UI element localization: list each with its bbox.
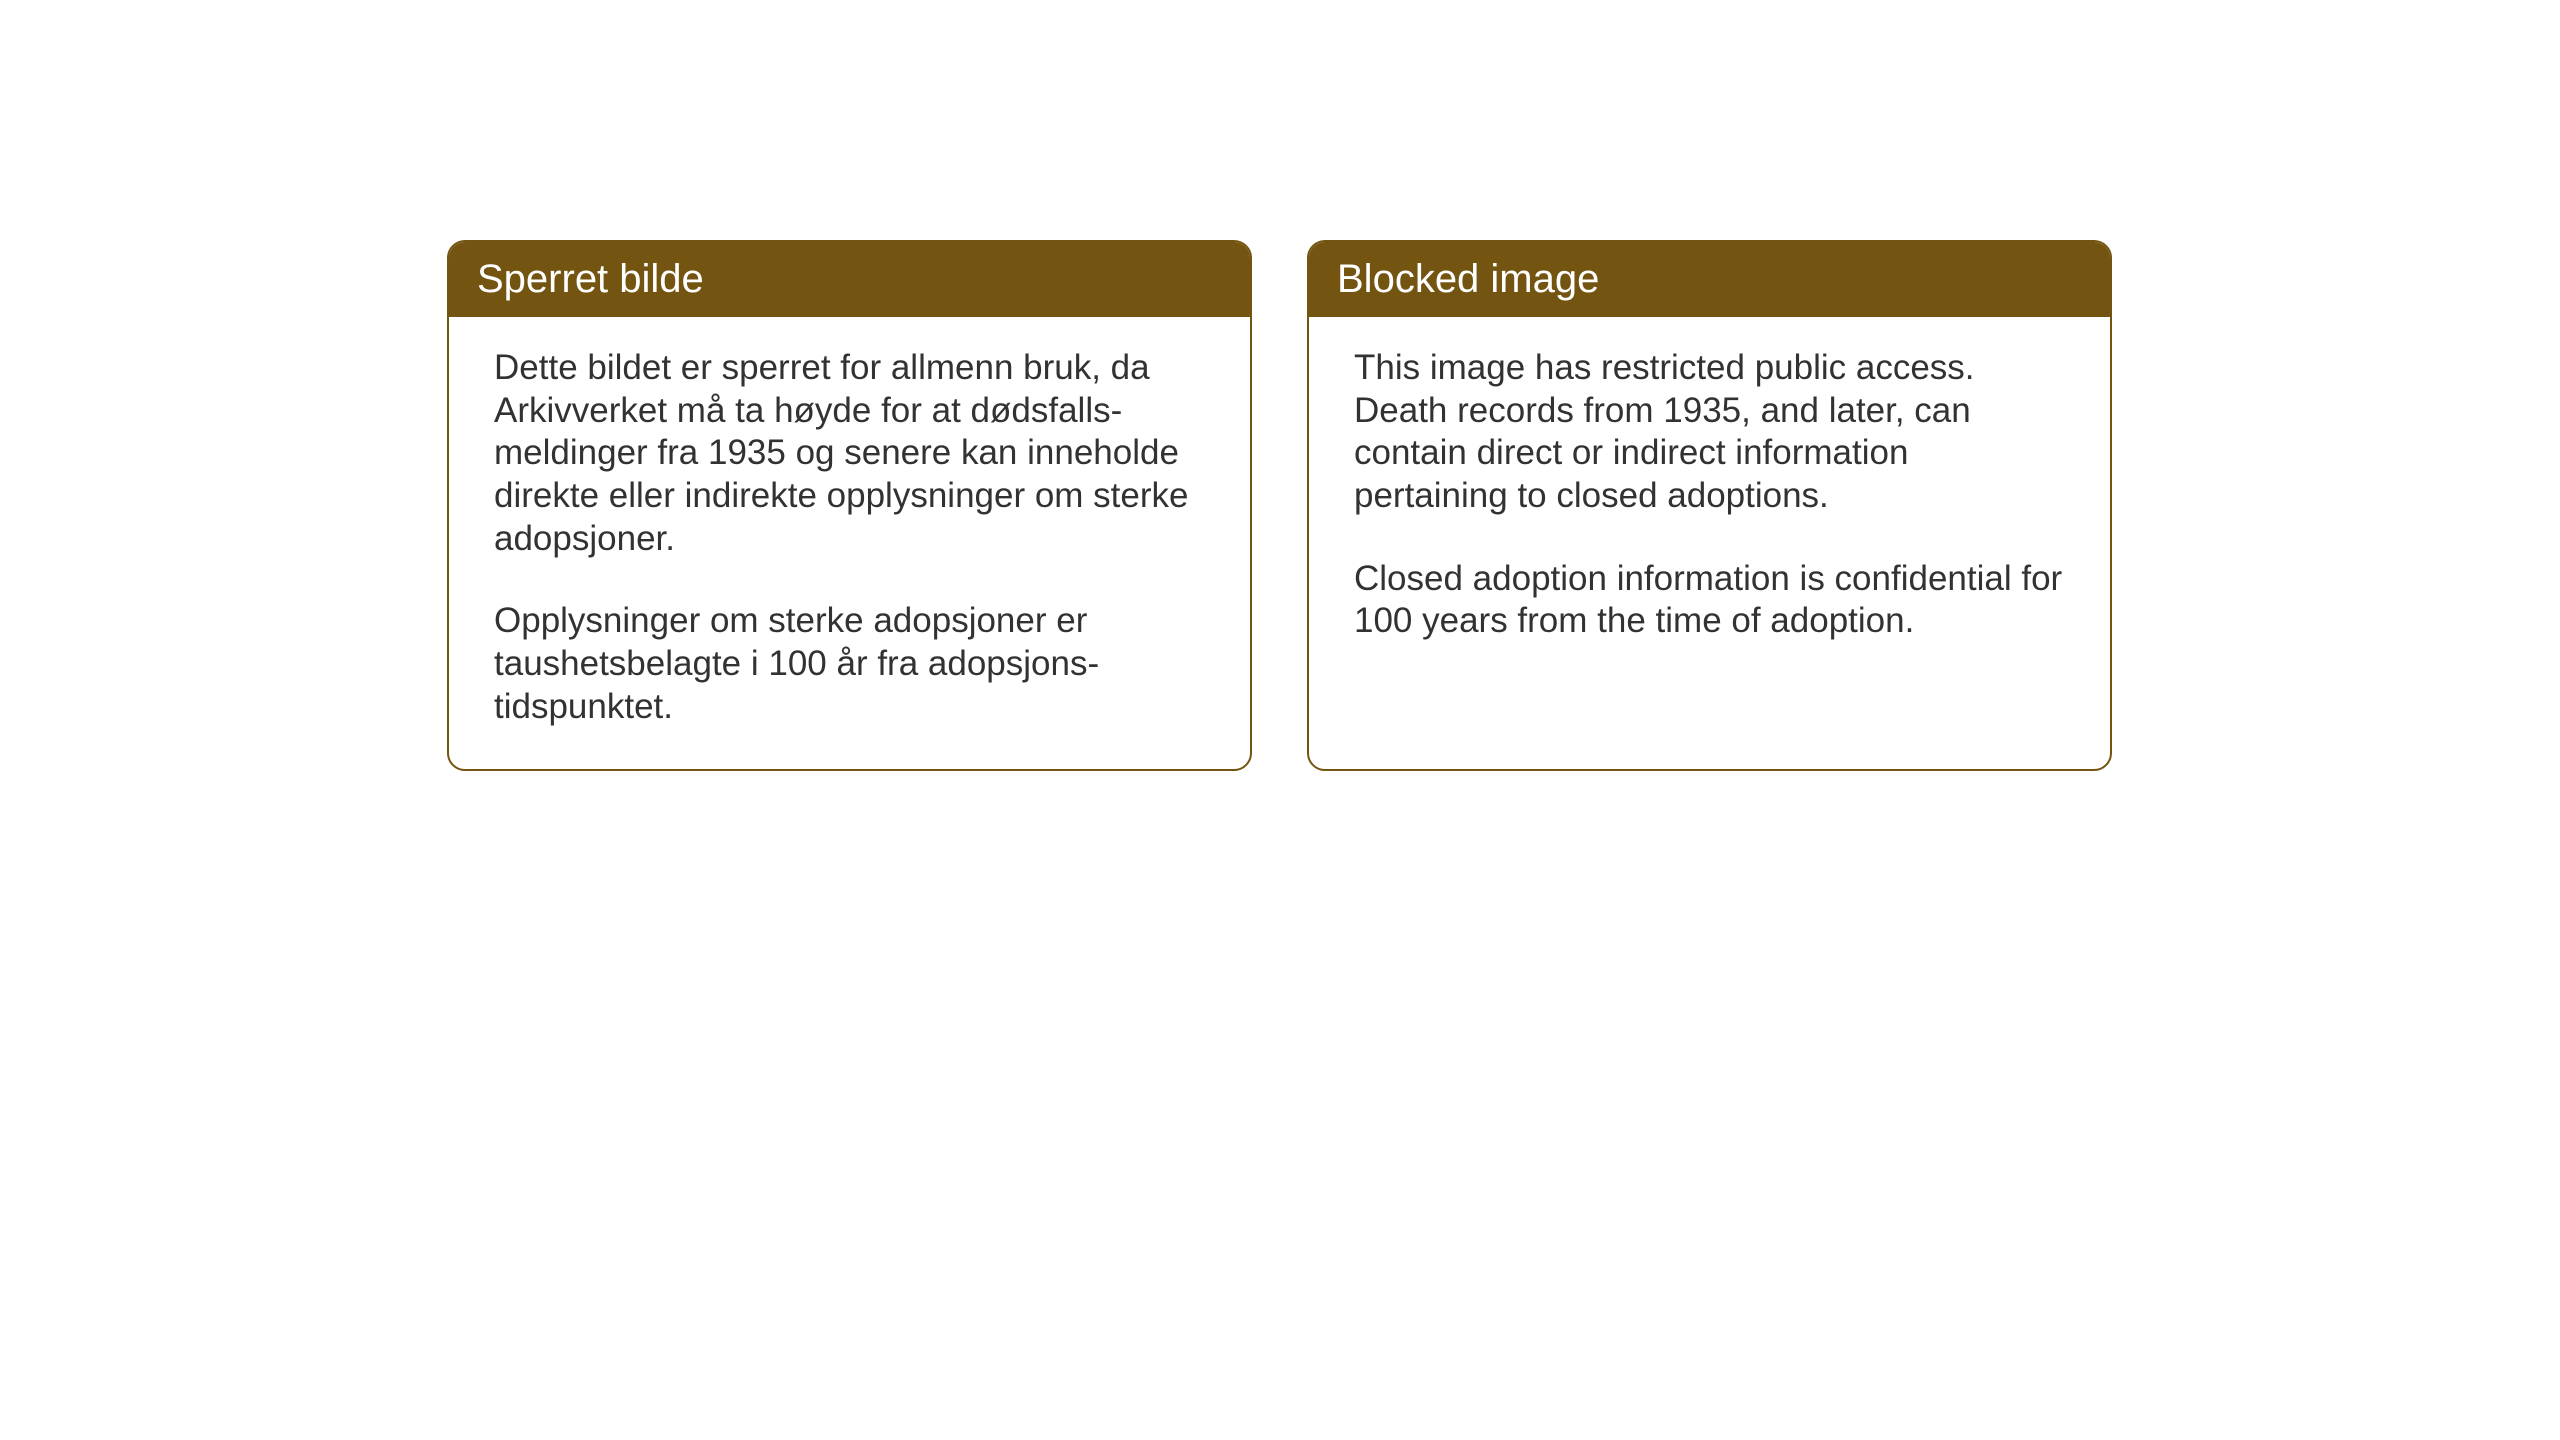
card-english-body: This image has restricted public access.…	[1309, 317, 2110, 683]
card-norwegian-paragraph-2: Opplysninger om sterke adopsjoner er tau…	[494, 600, 1205, 728]
card-norwegian-paragraph-1: Dette bildet er sperret for allmenn bruk…	[494, 347, 1205, 560]
card-english-header: Blocked image	[1309, 242, 2110, 317]
card-norwegian-header: Sperret bilde	[449, 242, 1250, 317]
card-english-paragraph-2: Closed adoption information is confident…	[1354, 558, 2065, 643]
card-english-paragraph-1: This image has restricted public access.…	[1354, 347, 2065, 518]
cards-container: Sperret bilde Dette bildet er sperret fo…	[447, 240, 2560, 771]
card-norwegian-title: Sperret bilde	[477, 257, 704, 301]
card-english-title: Blocked image	[1337, 257, 1599, 301]
card-norwegian: Sperret bilde Dette bildet er sperret fo…	[447, 240, 1252, 771]
card-english: Blocked image This image has restricted …	[1307, 240, 2112, 771]
card-norwegian-body: Dette bildet er sperret for allmenn bruk…	[449, 317, 1250, 769]
